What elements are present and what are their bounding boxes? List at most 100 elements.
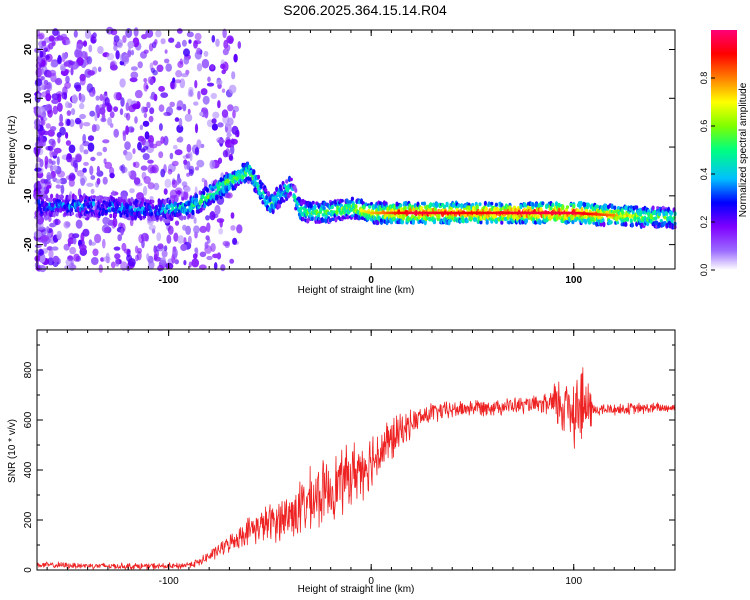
spectrogram-cell	[125, 102, 129, 111]
spectrogram-cell	[157, 264, 164, 272]
spectrogram-cell	[401, 215, 405, 221]
spectrogram-cell	[311, 200, 315, 205]
spectrogram-cell	[610, 203, 614, 210]
spectrogram-cell	[306, 218, 310, 224]
spectrogram-cell	[60, 65, 66, 72]
spectrogram-cell	[108, 202, 112, 207]
spectrogram-cell	[155, 30, 162, 38]
spectrogram-cell	[122, 35, 127, 43]
spectrogram-cell	[59, 177, 67, 185]
spectrogram-cell	[166, 234, 172, 244]
spectrogram-cell	[187, 235, 192, 245]
spectrogram-cell	[475, 204, 479, 209]
spectrogram-cell	[55, 77, 63, 86]
y-tick-label: 200	[23, 511, 34, 528]
spectrogram-cell	[174, 196, 178, 203]
spectrogram-cell	[538, 219, 542, 225]
spectrogram-cell	[564, 208, 569, 212]
y-tick-label: 10	[23, 92, 34, 104]
spectrogram-cell	[191, 258, 200, 268]
spectrogram-cell	[216, 252, 222, 260]
spectrogram-cell	[102, 176, 108, 185]
spectrogram-cell	[60, 184, 65, 195]
spectrogram-cell	[50, 165, 54, 172]
spectrogram-cell	[62, 53, 68, 60]
spectrogram-cell	[313, 204, 317, 210]
spectrogram-cell	[145, 29, 154, 38]
spectrogram-cell	[105, 200, 109, 207]
spectrogram-cell	[115, 257, 120, 267]
spectrogram-cell	[180, 243, 188, 252]
spectrogram-cell	[442, 204, 446, 210]
spectrogram-cell	[237, 41, 242, 49]
spectrogram-cell	[194, 123, 199, 134]
spectrogram-cell	[55, 210, 59, 217]
spectrogram-cell	[56, 56, 63, 65]
colorbar-tick-label: 0.6	[699, 120, 709, 133]
spectrogram-cell	[102, 146, 108, 153]
spectrogram-cell	[37, 199, 41, 205]
spectrogram-cell	[45, 123, 51, 129]
spectrogram-cell	[221, 88, 226, 93]
spectrogram-cell	[156, 64, 164, 73]
spectrogram-cell	[431, 202, 436, 208]
spectrogram-cell	[147, 216, 151, 222]
spectrogram-cell	[230, 212, 235, 219]
spectrogram-cell	[601, 218, 605, 223]
spectrogram-cell	[52, 105, 58, 115]
spectrogram-cell	[330, 204, 334, 210]
spectrogram-cell	[66, 118, 71, 126]
spectrogram-cell	[183, 190, 189, 201]
spectrogram-cell	[146, 253, 150, 261]
spectrogram-cell	[91, 257, 99, 265]
spectrogram-cell	[335, 209, 339, 215]
spectrogram-cell	[143, 176, 151, 184]
spectrogram-cell	[165, 262, 174, 270]
spectrogram-cell	[70, 67, 74, 76]
spectrogram-cell	[541, 201, 545, 206]
spectrogram-cell	[72, 159, 78, 169]
spectrogram-cell	[142, 185, 148, 196]
spectrogram-cell	[147, 164, 155, 174]
spectrogram-cell	[148, 224, 156, 231]
spectrogram-cell	[103, 158, 107, 165]
spectrogram-cell	[94, 112, 98, 122]
spectrogram-cell	[201, 107, 208, 115]
spectrogram-cell	[233, 53, 238, 63]
spectrogram-cell	[572, 204, 576, 209]
spectrogram-cell	[122, 206, 127, 211]
spectrogram-cell	[52, 165, 58, 171]
spectrogram-cell	[218, 181, 222, 187]
spectrogram-cell	[187, 213, 191, 218]
spectrogram-cell	[227, 104, 234, 112]
spectrogram-cell	[160, 136, 165, 144]
spectrogram-cell	[37, 225, 44, 231]
spectrogram-cell	[86, 182, 94, 187]
spectrogram-cell	[225, 122, 229, 128]
spectrogram-cell	[40, 68, 45, 75]
spectrogram-cell	[75, 154, 82, 163]
spectrogram-cell	[404, 200, 408, 207]
spectrogram-cell	[160, 168, 166, 178]
spectrogram-cell	[74, 117, 82, 125]
spectrogram-cell	[609, 220, 613, 225]
spectrogram-cell	[215, 38, 220, 47]
spectrogram-cell	[186, 172, 191, 177]
spectrogram-cell	[174, 220, 180, 226]
spectrogram-cell	[490, 201, 494, 206]
spectrogram-cell	[82, 40, 88, 47]
spectrogram-cell	[227, 185, 231, 190]
spectrogram-cell	[231, 71, 236, 80]
spectrogram-cell	[310, 216, 314, 221]
spectrogram-cell	[151, 199, 155, 204]
spectrogram-cell	[143, 49, 149, 54]
spectrogram-cell	[232, 105, 240, 113]
spectrogram-cell	[95, 95, 100, 101]
spectrogram-cell	[485, 220, 489, 225]
spectrogram-cell	[52, 211, 56, 218]
spectrogram-cell	[40, 116, 44, 121]
spectrogram-cell	[143, 78, 148, 83]
spectrogram-cell	[102, 216, 109, 225]
